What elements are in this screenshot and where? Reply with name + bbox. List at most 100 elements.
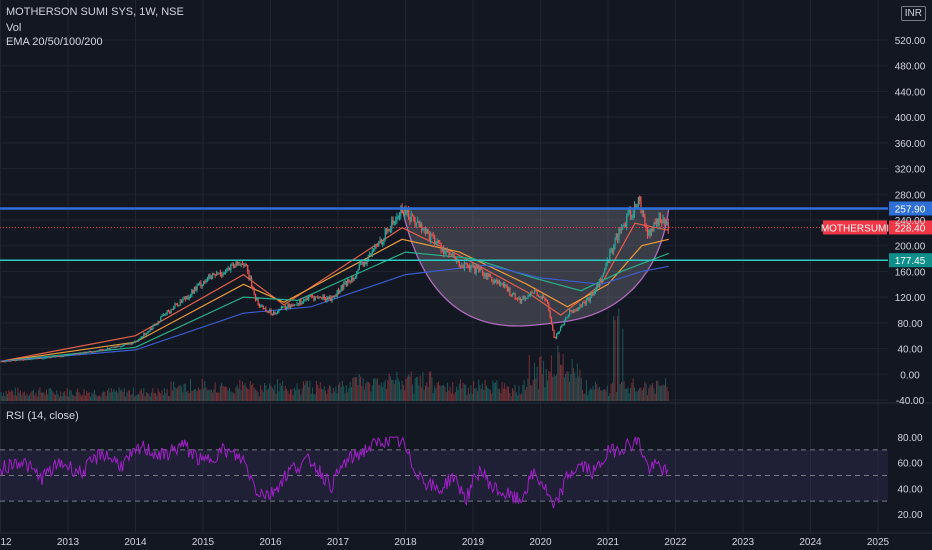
- candle-body: [174, 304, 176, 307]
- volume-bar: [256, 390, 258, 401]
- price-tick-label: 0.00: [900, 370, 920, 381]
- candle-body: [358, 264, 360, 269]
- candle-body: [436, 240, 438, 244]
- volume-bar: [441, 385, 443, 401]
- volume-bar: [606, 385, 608, 401]
- volume-bar: [552, 376, 554, 401]
- volume-bar: [497, 388, 499, 401]
- volume-bar: [195, 388, 197, 401]
- volume-bar: [226, 387, 228, 401]
- candle-body: [414, 221, 416, 226]
- volume-bar: [225, 386, 227, 401]
- candle-body: [646, 227, 649, 235]
- candle-body: [162, 314, 164, 317]
- volume-bar: [597, 388, 599, 401]
- volume-bar: [667, 391, 669, 401]
- volume-bar: [34, 395, 36, 401]
- candle-body: [500, 284, 502, 286]
- volume-bar: [118, 387, 120, 401]
- candle-body: [60, 356, 62, 358]
- candle-body: [418, 220, 420, 227]
- horizontal-levels[interactable]: 257.90 177.45 MOTHERSUMI 228.40: [0, 201, 932, 267]
- candle-body: [284, 306, 286, 310]
- volume-bar: [431, 377, 433, 401]
- volume-bar: [249, 380, 251, 401]
- candle-body: [267, 311, 270, 313]
- volume-bar: [92, 393, 94, 401]
- volume-bar: [47, 394, 49, 401]
- candle-body: [212, 273, 214, 277]
- time-axis[interactable]: 12 2013 2014 2015 2016 2017 2018 2019 2020 2021 20…: [0, 537, 889, 548]
- candle-body: [541, 295, 543, 299]
- candle-body: [47, 357, 49, 359]
- volume-bar: [260, 385, 262, 401]
- volume-bar: [147, 392, 149, 401]
- candle-body: [435, 243, 437, 245]
- volume-bar: [414, 378, 416, 401]
- volume-bar: [231, 392, 233, 401]
- candle-body: [31, 358, 33, 360]
- candle-body: [241, 263, 244, 265]
- volume-bar: [563, 377, 565, 401]
- volume-bar: [265, 385, 267, 401]
- volume-bar: [558, 352, 560, 401]
- candle-body: [234, 266, 236, 268]
- volume-bar: [60, 391, 62, 401]
- candle-body: [611, 248, 614, 252]
- candle-body: [248, 271, 250, 280]
- candle-body: [0, 361, 2, 363]
- candle-body: [367, 254, 370, 261]
- candle-body: [57, 356, 59, 358]
- volume-bar: [400, 389, 402, 401]
- candle-body: [483, 273, 485, 277]
- candle-body: [370, 253, 372, 255]
- volume-bar: [514, 384, 516, 401]
- candle-body: [539, 296, 541, 298]
- candle-body: [190, 295, 192, 298]
- candle-body: [376, 245, 379, 247]
- price-axis[interactable]: 520.00 480.00 440.00 400.00 360.00 320.00 280.…: [895, 36, 926, 407]
- candle-body: [479, 267, 481, 271]
- volume-bar: [136, 394, 138, 401]
- volume-bar: [117, 392, 119, 401]
- candle-body: [482, 269, 484, 274]
- volume-bar: [121, 389, 123, 401]
- candle-body: [331, 295, 333, 301]
- volume-bar: [165, 393, 167, 401]
- volume-bar: [392, 379, 394, 401]
- currency-badge[interactable]: INR: [900, 6, 926, 21]
- candle-body: [441, 248, 444, 251]
- candle-body: [589, 296, 592, 302]
- volume-bar: [197, 387, 199, 401]
- candle-body: [297, 303, 299, 305]
- volume-bar: [191, 391, 193, 401]
- candle-body: [223, 272, 225, 274]
- volume-bar: [127, 390, 129, 401]
- volume-bar: [608, 396, 609, 401]
- volume-bar: [110, 388, 112, 401]
- candle-body: [652, 229, 654, 231]
- candle-body: [141, 336, 144, 338]
- volume-bar: [399, 381, 401, 401]
- candle-body: [426, 229, 428, 234]
- candle-body: [622, 226, 624, 228]
- candle-body: [66, 354, 68, 356]
- volume-bar: [223, 386, 225, 401]
- volume-bar: [419, 375, 421, 401]
- volume-bar: [103, 391, 105, 401]
- volume-bar: [408, 374, 410, 401]
- candle-body: [389, 228, 392, 231]
- candle-body: [545, 299, 547, 301]
- candle-body: [330, 297, 332, 301]
- volume-bar: [509, 393, 511, 401]
- volume-bar: [511, 388, 513, 401]
- volume-bar: [430, 371, 432, 401]
- volume-bar: [36, 396, 38, 401]
- candle-body: [566, 316, 568, 319]
- volume-bar: [328, 385, 330, 401]
- candle-body: [266, 311, 268, 313]
- volume-bar: [641, 390, 643, 401]
- candle-body: [498, 281, 501, 285]
- volume-bar: [618, 308, 620, 401]
